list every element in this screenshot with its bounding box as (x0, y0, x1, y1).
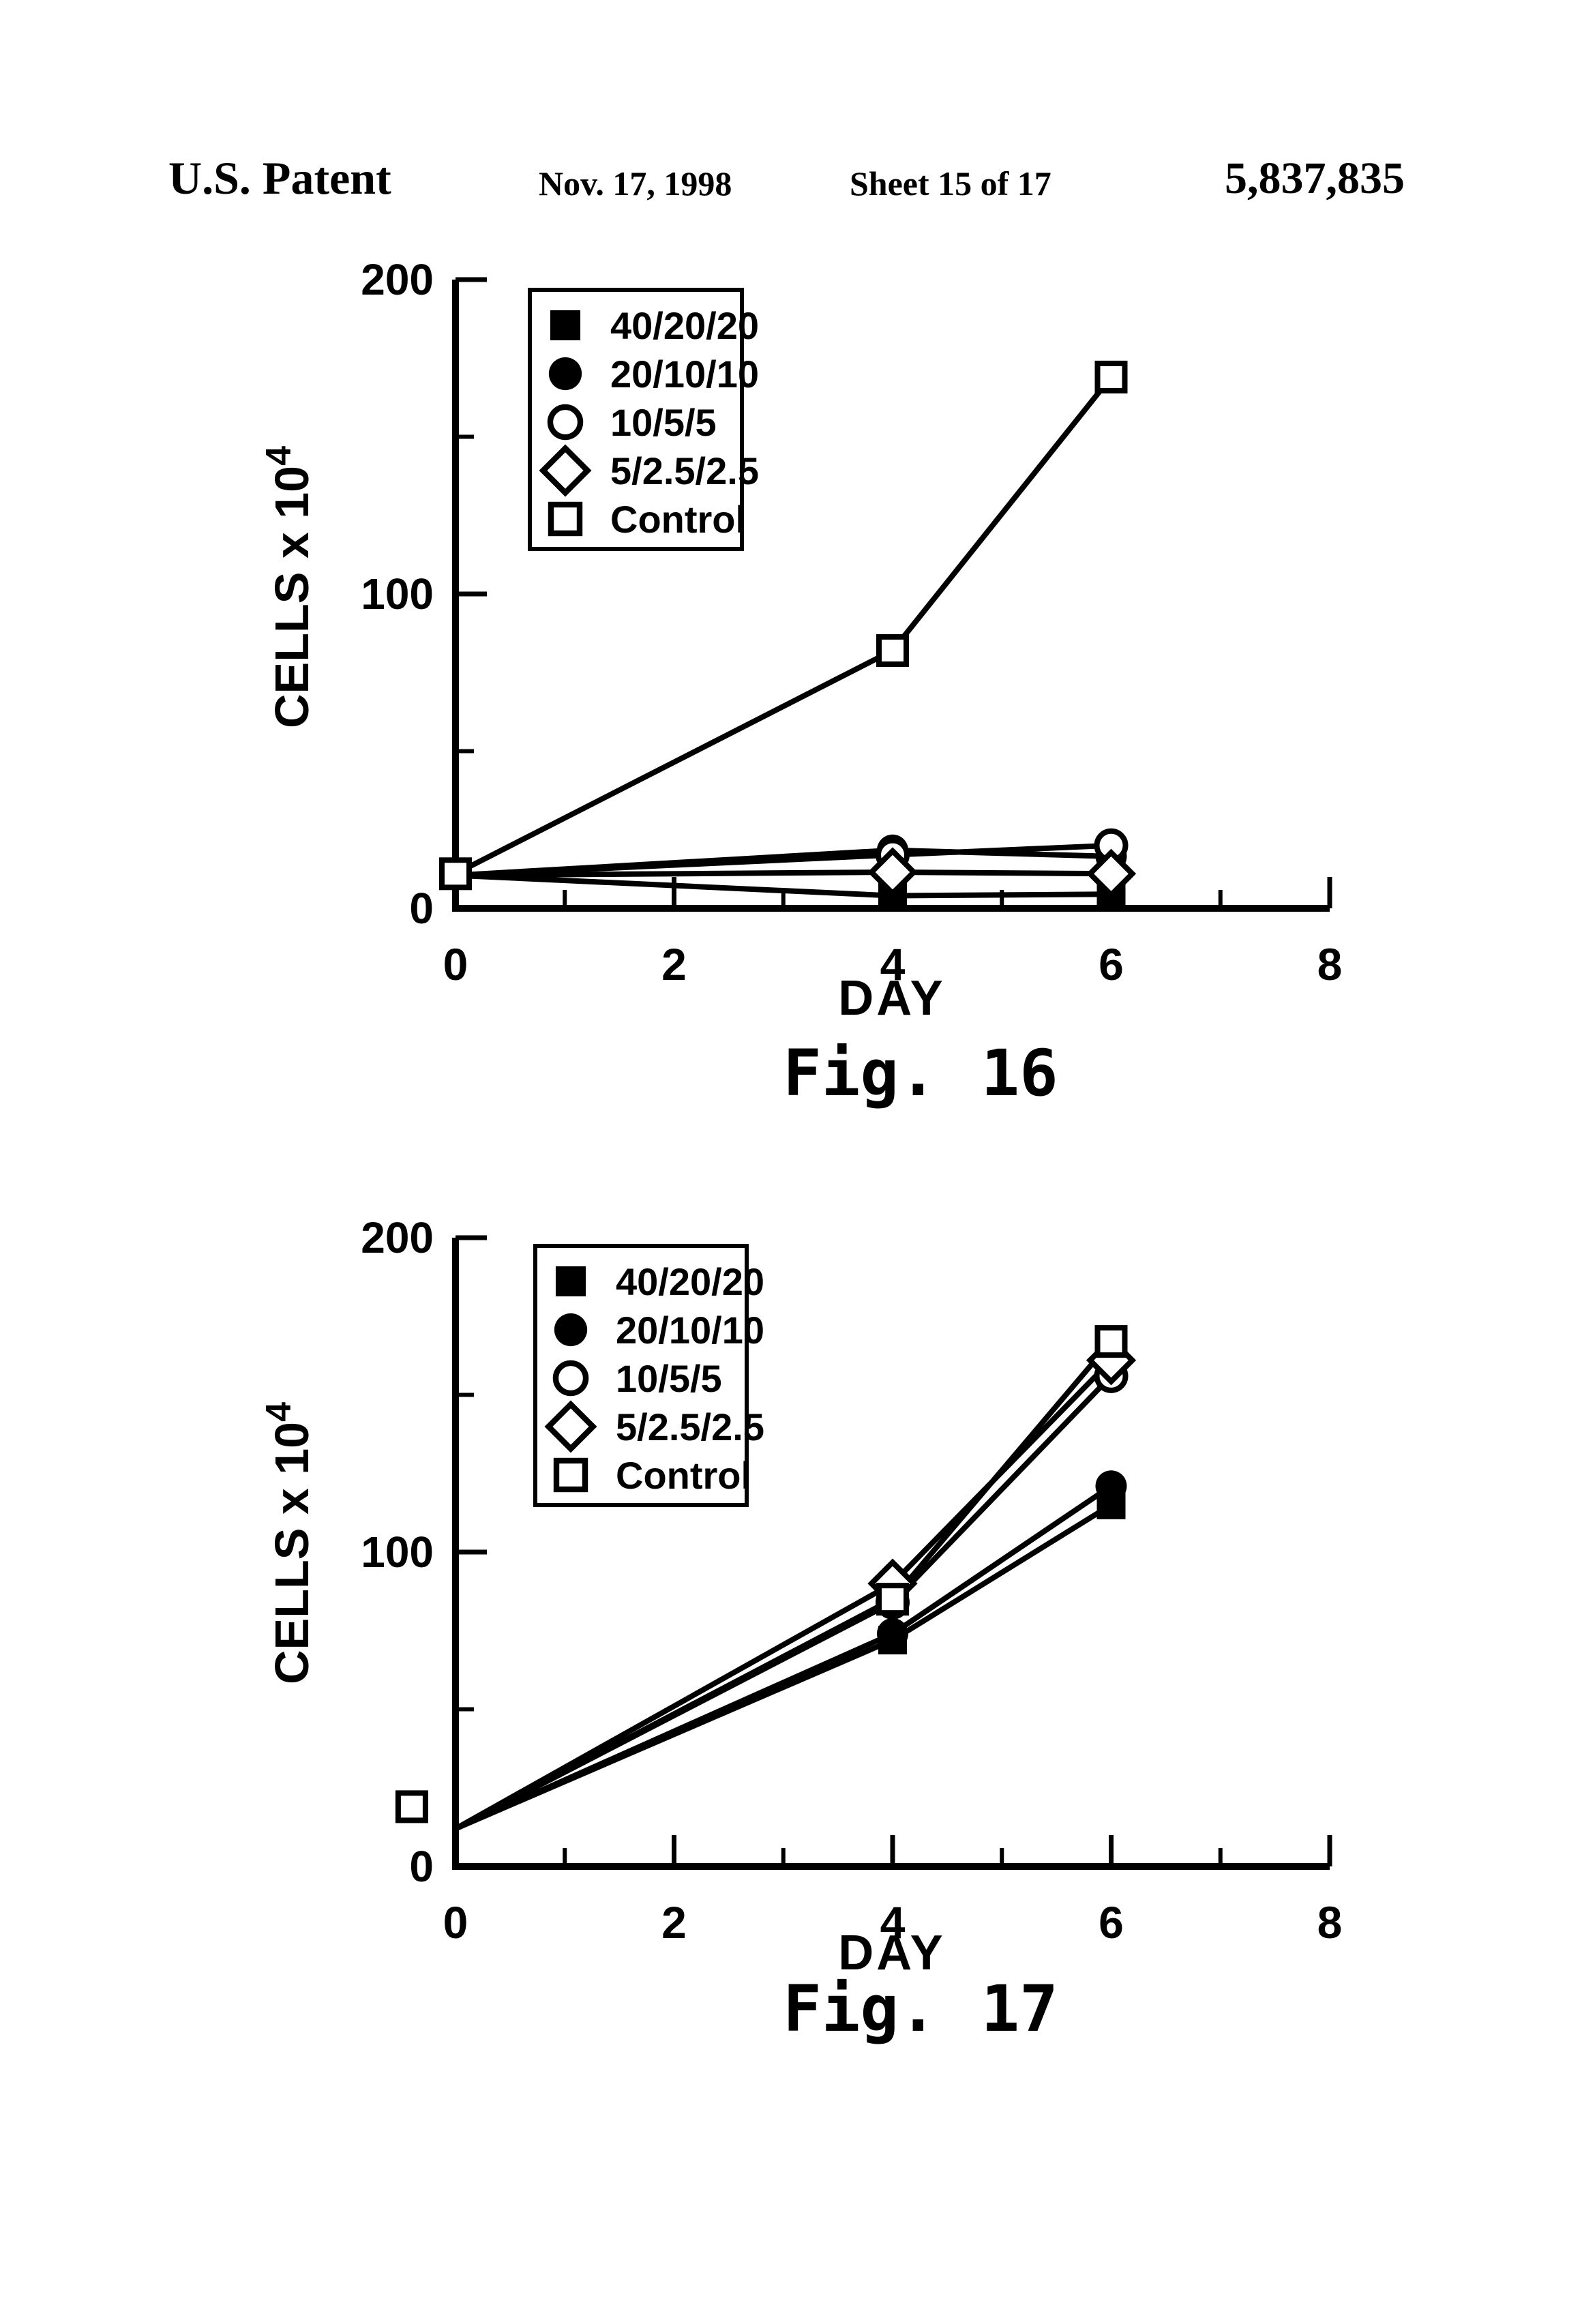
x-axis-ticks: 0 2 4 6 8 (443, 877, 1343, 989)
x-tick-label: 8 (1317, 1897, 1343, 1948)
legend-item-20-10-10: 20/10/10 (548, 353, 759, 396)
y-tick-label: 200 (361, 1213, 434, 1262)
x-tick-label: 0 (443, 1897, 468, 1948)
fig17-caption: Fig. 17 (702, 1978, 1139, 2042)
x-tick-label: 8 (1317, 939, 1343, 989)
legend-label: Control (616, 1454, 751, 1497)
series-line-40-20-20 (455, 872, 1111, 899)
x-tick-label: 6 (1099, 939, 1124, 989)
fig16-caption-number: 16 (981, 1037, 1058, 1111)
x-tick-label: 4 (880, 1897, 906, 1948)
legend-label: 10/5/5 (616, 1357, 722, 1400)
legend-item-5-2-5-2-5: 5/2.5/2.5 (539, 444, 759, 497)
fig16-plot: 0 100 200 0 2 4 6 8 DAY CELLS x 104 40/20/20 20/10/… (259, 255, 1342, 1026)
patent-number: 5,837,835 (1225, 153, 1405, 203)
fig16-caption: Fig. 16 (702, 1042, 1139, 1106)
x-tick-label: 4 (880, 939, 906, 989)
y-axis-title: CELLS x 104 (259, 1402, 318, 1684)
series-line-5-2-5-2-5 (455, 869, 1111, 878)
series-points-20-10-10 (877, 1470, 1127, 1650)
x-axis-title: DAY (838, 1926, 945, 1980)
fig16-caption-prefix: Fig. (783, 1037, 938, 1111)
legend-label: 20/10/10 (616, 1309, 764, 1352)
fig17-legend: 40/20/20 20/10/10 10/5/5 5/2.5/2.5 Control (533, 1244, 764, 1507)
legend-label: 40/20/20 (610, 304, 759, 347)
legend-label: 40/20/20 (616, 1260, 764, 1303)
series-points-control (395, 1325, 1128, 1823)
fig17-caption-prefix: Fig. (783, 1972, 938, 2046)
x-tick-label: 2 (661, 939, 687, 989)
patent-date: Nov. 17, 1998 (539, 164, 732, 203)
fig17-caption-number: 17 (981, 1972, 1058, 2046)
series-markers (395, 1325, 1137, 1823)
y-axis-title: CELLS x 104 (259, 446, 318, 728)
legend-label: Control (610, 498, 746, 541)
legend-item-40-20-20: 40/20/20 (555, 1260, 764, 1303)
y-tick-label: 200 (361, 255, 434, 304)
x-tick-label: 0 (443, 939, 468, 989)
legend-label: 20/10/10 (610, 353, 759, 396)
sheet-info: Sheet 15 of 17 (850, 164, 1051, 203)
legend-item-20-10-10: 20/10/10 (554, 1309, 764, 1352)
legend-item-control: Control (548, 498, 746, 541)
patent-office-label: U.S. Patent (168, 152, 391, 204)
fig16-legend: 40/20/20 20/10/10 10/5/5 5/2.5/2.5 Control (528, 288, 759, 551)
series-markers (439, 360, 1137, 910)
series-points-5-2-5-2-5 (867, 847, 1137, 899)
legend-item-40-20-20: 40/20/20 (550, 304, 759, 347)
legend-label: 5/2.5/2.5 (610, 449, 759, 492)
y-tick-label: 0 (409, 1842, 434, 1891)
legend-label: 10/5/5 (610, 401, 717, 444)
x-axis-title: DAY (838, 971, 945, 1026)
x-tick-label: 6 (1099, 1897, 1124, 1948)
legend-item-control: Control (553, 1454, 751, 1497)
x-tick-label: 2 (661, 1897, 687, 1948)
fig17-plot: 0 100 200 0 2 4 6 8 DAY CELLS x 104 40/20/20 20/10/… (259, 1213, 1342, 1980)
series-points-control (439, 360, 1128, 891)
x-axis-ticks: 0 2 4 6 8 (443, 1835, 1343, 1948)
legend-label: 5/2.5/2.5 (616, 1405, 764, 1448)
legend-item-10-5-5: 10/5/5 (547, 401, 717, 444)
y-tick-label: 100 (361, 1528, 434, 1577)
y-axis-ticks: 0 100 200 (361, 1213, 487, 1891)
y-tick-label: 100 (361, 569, 434, 619)
legend-item-5-2-5-2-5: 5/2.5/2.5 (544, 1400, 764, 1453)
y-tick-label: 0 (409, 884, 434, 933)
y-axis-ticks: 0 100 200 (361, 255, 487, 933)
axes: 0 100 200 0 2 4 6 8 (361, 255, 1342, 989)
legend-item-10-5-5: 10/5/5 (552, 1357, 722, 1400)
axes: 0 100 200 0 2 4 6 8 (361, 1213, 1342, 1948)
